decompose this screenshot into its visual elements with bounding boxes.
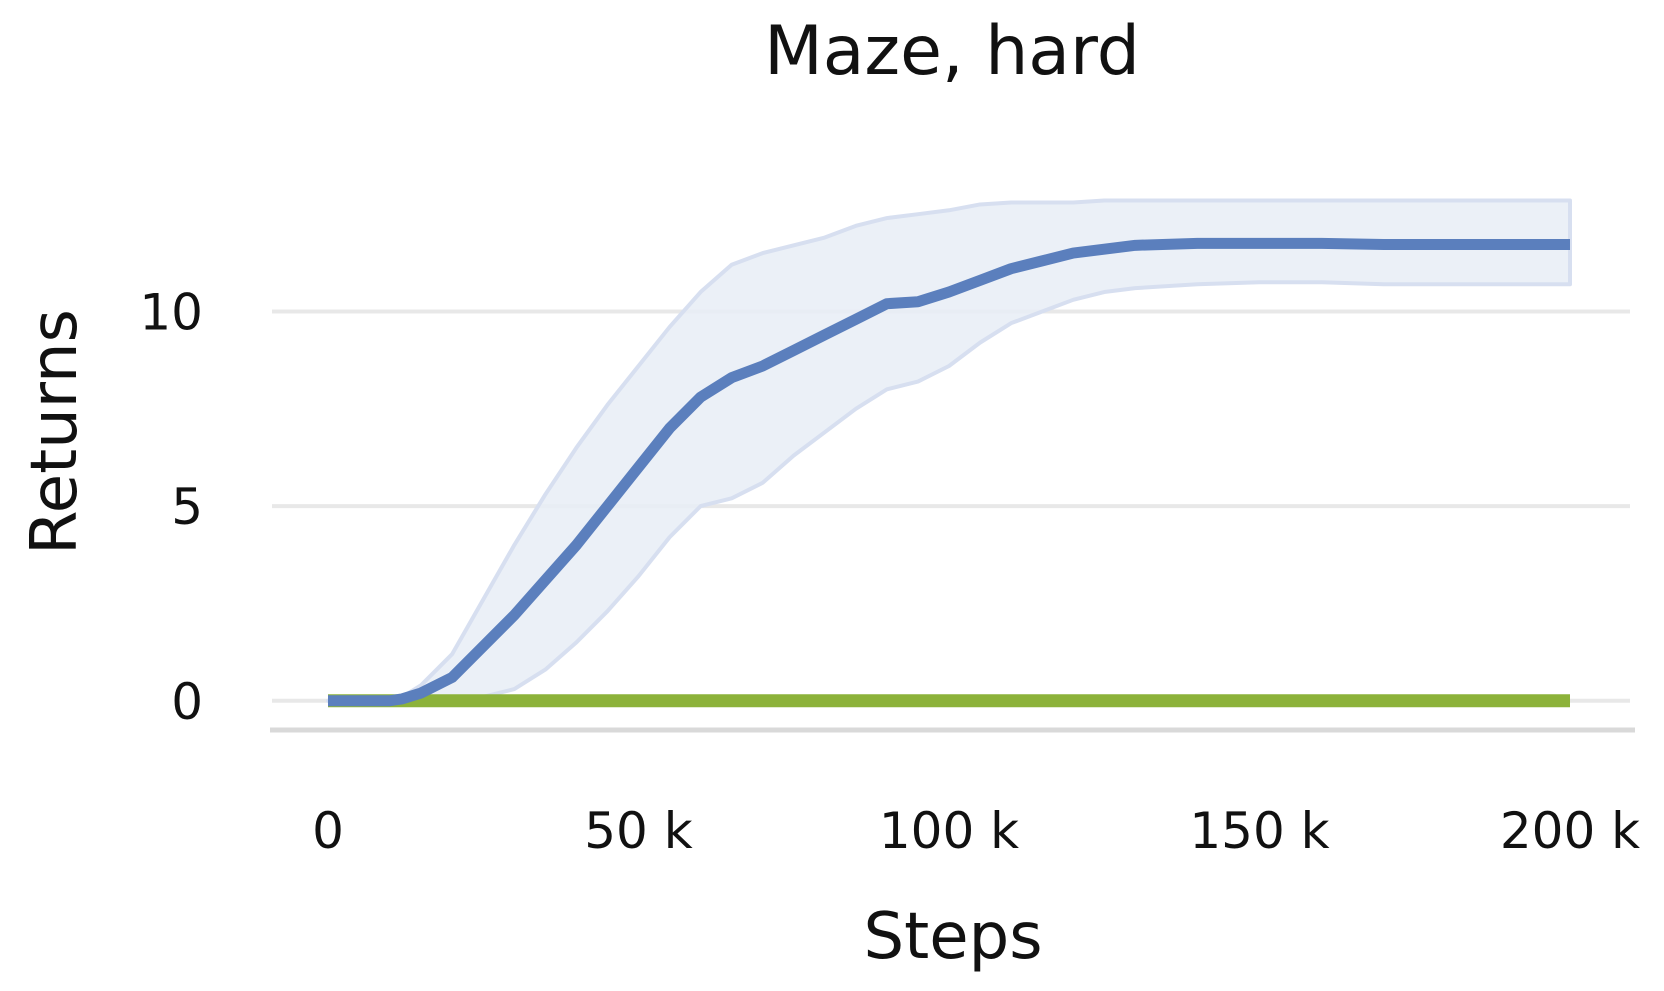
x-tick-label: 50 k [584,802,693,860]
x-tick-label: 200 k [1500,802,1640,860]
x-tick-label: 150 k [1189,802,1329,860]
series-line-main [328,237,1570,707]
x-axis-label: Steps [863,900,1042,974]
y-tick-label: 10 [139,283,203,341]
x-tick-label: 100 k [879,802,1019,860]
y-tick-labels: 0 5 10 [139,283,203,730]
chart-title: Maze, hard [764,12,1140,91]
y-axis-label: Returns [18,309,92,555]
x-tick-labels: 0 50 k 100 k 150 k 200 k [312,802,1640,860]
confidence-band-layer [326,198,1572,703]
x-tick-label: 0 [312,802,344,860]
y-tick-label: 0 [171,673,203,731]
series-lines-layer [328,237,1570,708]
y-tick-label: 5 [171,478,203,536]
confidence-band [326,198,1572,703]
